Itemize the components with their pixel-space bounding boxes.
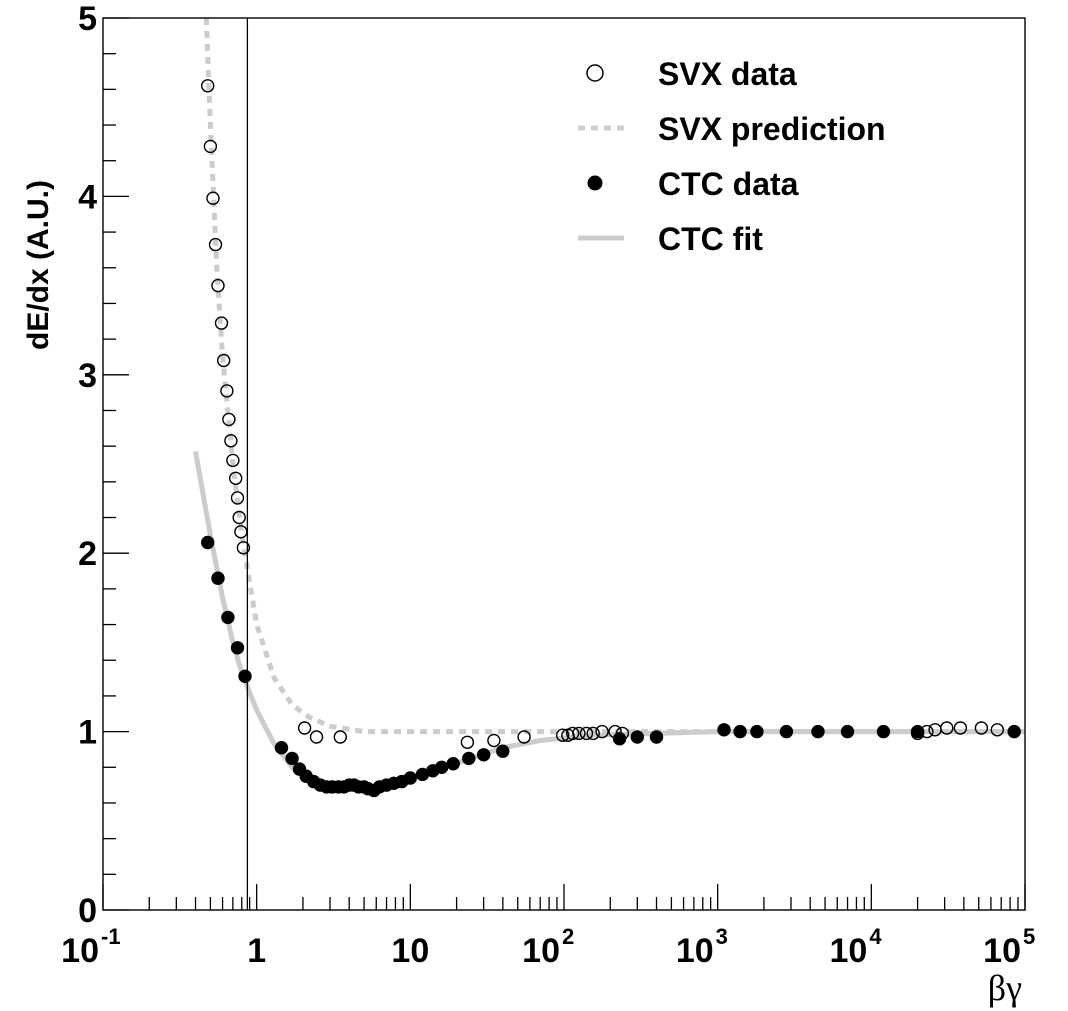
x-tick-base: 10	[522, 932, 560, 970]
y-tick-label: 5	[78, 0, 97, 38]
point-2-38	[750, 724, 764, 739]
point-2-1	[211, 571, 225, 585]
y-tick-label: 2	[78, 535, 97, 573]
point-2-36	[717, 723, 731, 737]
point-0-33	[928, 723, 942, 737]
point-0-11	[228, 471, 243, 485]
x-tick-base: 10	[983, 932, 1021, 970]
point-2-2	[221, 610, 235, 625]
point-0-35	[953, 721, 968, 735]
point-0-4	[211, 278, 225, 293]
point-2-44	[1007, 724, 1021, 739]
legend-marker-open-circle	[586, 64, 604, 82]
point-2-0	[200, 535, 215, 550]
point-0-20	[487, 733, 501, 748]
point-2-32	[496, 744, 510, 758]
x-tick-base: 10	[830, 932, 868, 970]
point-0-18	[333, 730, 347, 744]
point-2-5	[274, 741, 289, 755]
point-2-40	[811, 724, 825, 739]
point-2-6	[285, 751, 299, 766]
point-2-3	[230, 641, 245, 655]
point-0-12	[230, 491, 245, 505]
point-2-28	[435, 760, 449, 774]
point-0-8	[222, 412, 236, 427]
x-tick-label: 10 4	[830, 924, 883, 970]
x-tick-label: 10 2	[522, 924, 574, 970]
point-0-2	[206, 191, 220, 205]
point-0-16	[297, 721, 312, 735]
point-0-17	[309, 730, 324, 744]
point-2-43	[910, 724, 925, 739]
y-tick-label: 3	[78, 357, 97, 395]
x-axis-title: βγ	[988, 968, 1022, 1008]
x-tick-label: 10	[391, 932, 429, 970]
point-0-15	[236, 541, 251, 555]
x-tick-label: 10 -1	[61, 924, 120, 970]
point-0-34	[940, 721, 954, 735]
series-line-1	[203, 17, 1025, 735]
point-0-7	[220, 384, 234, 398]
point-0-25	[572, 726, 586, 741]
point-0-22	[556, 728, 570, 742]
x-tick-label: 1	[247, 932, 266, 970]
point-2-4	[238, 669, 252, 683]
x-tick-base: 10	[61, 932, 99, 970]
x-tick-exponent: -1	[101, 924, 121, 949]
series-layer	[193, 17, 1025, 798]
point-0-9	[224, 434, 238, 448]
point-2-35	[649, 730, 664, 744]
legend-label: SVX prediction	[658, 111, 886, 147]
y-tick-label: 4	[78, 178, 97, 216]
legend-label: CTC data	[658, 166, 799, 202]
point-0-36	[974, 721, 989, 735]
point-0-14	[234, 525, 248, 539]
x-tick-base: 10	[391, 932, 429, 970]
legend: SVX data SVX prediction CTC data CTC fit	[578, 56, 886, 257]
legend-marker-filled-circle	[587, 175, 603, 191]
point-2-37	[733, 724, 747, 739]
point-0-6	[216, 353, 231, 368]
point-0-37	[990, 723, 1004, 737]
point-0-13	[232, 510, 246, 525]
legend-label: SVX data	[658, 56, 797, 92]
point-0-10	[226, 453, 240, 468]
point-0-26	[579, 726, 594, 741]
x-tick-label: 10 3	[676, 924, 728, 970]
x-tick-exponent: 3	[716, 924, 728, 949]
point-0-0	[200, 79, 215, 93]
point-2-30	[462, 751, 476, 766]
x-tick-base: 1	[247, 932, 266, 970]
y-tick-label: 0	[78, 892, 97, 930]
plot-frame	[102, 17, 1026, 911]
point-2-39	[779, 724, 794, 739]
point-0-5	[214, 316, 229, 330]
point-2-33	[612, 732, 627, 746]
x-tick-label: 10 5	[983, 924, 1035, 970]
point-2-29	[446, 757, 460, 771]
legend-label: CTC fit	[658, 221, 763, 257]
x-tick-exponent: 2	[562, 924, 574, 949]
point-0-27	[586, 726, 600, 741]
y-axis-title: dE/dx (A.U.)	[22, 180, 55, 350]
point-0-3	[208, 237, 223, 252]
x-tick-exponent: 4	[869, 924, 882, 949]
point-0-21	[517, 730, 531, 744]
point-0-28	[595, 724, 609, 739]
point-2-25	[403, 771, 417, 785]
point-0-19	[460, 735, 475, 749]
point-2-42	[876, 724, 891, 739]
point-2-34	[630, 730, 644, 744]
x-tick-base: 10	[676, 932, 714, 970]
point-0-24	[566, 726, 580, 741]
point-2-41	[840, 724, 855, 739]
y-tick-label: 1	[78, 714, 97, 752]
point-0-1	[203, 139, 218, 154]
x-tick-exponent: 5	[1023, 924, 1035, 949]
point-2-31	[477, 748, 491, 762]
